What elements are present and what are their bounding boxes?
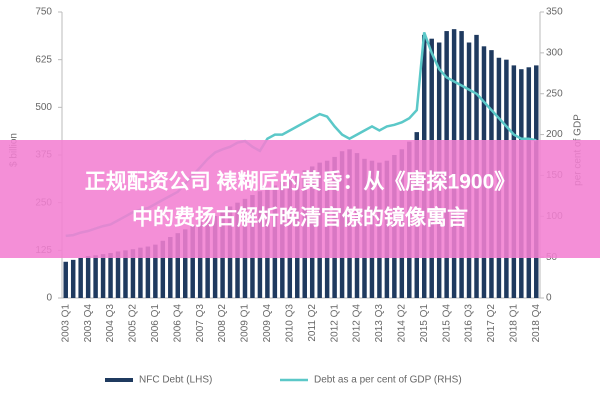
y2-tick-label: 200	[546, 129, 563, 140]
banner-background	[0, 140, 600, 258]
banner-text: 中的费扬古解析晚清官僚的镜像寓言	[132, 206, 468, 230]
x-tick-label: 2006 Q1	[150, 304, 161, 343]
x-tick-label: 2010 Q3	[284, 304, 295, 343]
y2-tick-label: 250	[546, 88, 563, 99]
x-tick-label: 2003 Q4	[83, 304, 94, 343]
bar	[123, 250, 128, 298]
bar	[93, 255, 98, 298]
bar	[138, 247, 143, 298]
x-tick-label: 2006 Q4	[172, 304, 183, 343]
y2-tick-label: 350	[546, 7, 563, 18]
banner-text: 正规配资公司 裱糊匠的黄昏：从《唐探1900》	[85, 170, 516, 194]
x-tick-label: 2018 Q4	[531, 304, 542, 343]
bar	[145, 246, 151, 298]
x-tick-label: 2008 Q2	[217, 304, 228, 343]
bar	[197, 221, 203, 298]
bar	[168, 236, 173, 298]
bar	[160, 240, 166, 298]
y-tick-label: 0	[46, 293, 52, 304]
x-tick-label: 2005 Q2	[128, 304, 139, 343]
y-tick-label: 500	[35, 102, 52, 113]
bar	[63, 261, 68, 298]
y2-tick-label: 300	[546, 47, 563, 58]
bar	[190, 225, 195, 298]
bar	[108, 253, 113, 298]
x-tick-label: 2007 Q3	[195, 304, 206, 343]
legend-label: Debt as a per cent of GDP (RHS)	[314, 375, 462, 386]
bar	[115, 251, 121, 298]
x-tick-label: 2014 Q2	[396, 304, 407, 343]
legend-swatch	[105, 378, 133, 382]
bar	[78, 257, 83, 298]
bar	[85, 256, 91, 298]
x-tick-label: 2012 Q4	[352, 304, 363, 343]
x-tick-label: 2018 Q1	[509, 304, 520, 343]
bar	[100, 254, 106, 298]
x-tick-label: 2009 Q1	[240, 304, 251, 343]
x-tick-label: 2016 Q3	[464, 304, 475, 343]
x-tick-label: 2015 Q1	[419, 304, 430, 343]
y-tick-label: 750	[35, 7, 52, 18]
x-tick-label: 2004 Q3	[105, 304, 116, 343]
x-tick-label: 2013 Q3	[374, 304, 385, 343]
x-tick-label: 2015 Q4	[441, 304, 452, 343]
bar	[182, 229, 188, 298]
y-tick-label: 625	[35, 54, 52, 65]
bar	[153, 244, 158, 298]
x-tick-label: 2017 Q2	[486, 304, 497, 343]
x-tick-label: 2003 Q1	[60, 304, 71, 343]
x-tick-label: 2012 Q1	[329, 304, 340, 343]
x-tick-label: 2009 Q4	[262, 304, 273, 343]
legend-label: NFC Debt (LHS)	[139, 375, 212, 386]
bar	[70, 259, 76, 298]
bar	[130, 249, 136, 298]
x-tick-label: 2011 Q2	[307, 304, 318, 342]
bar	[175, 233, 181, 298]
y2-tick-label: 0	[546, 293, 552, 304]
